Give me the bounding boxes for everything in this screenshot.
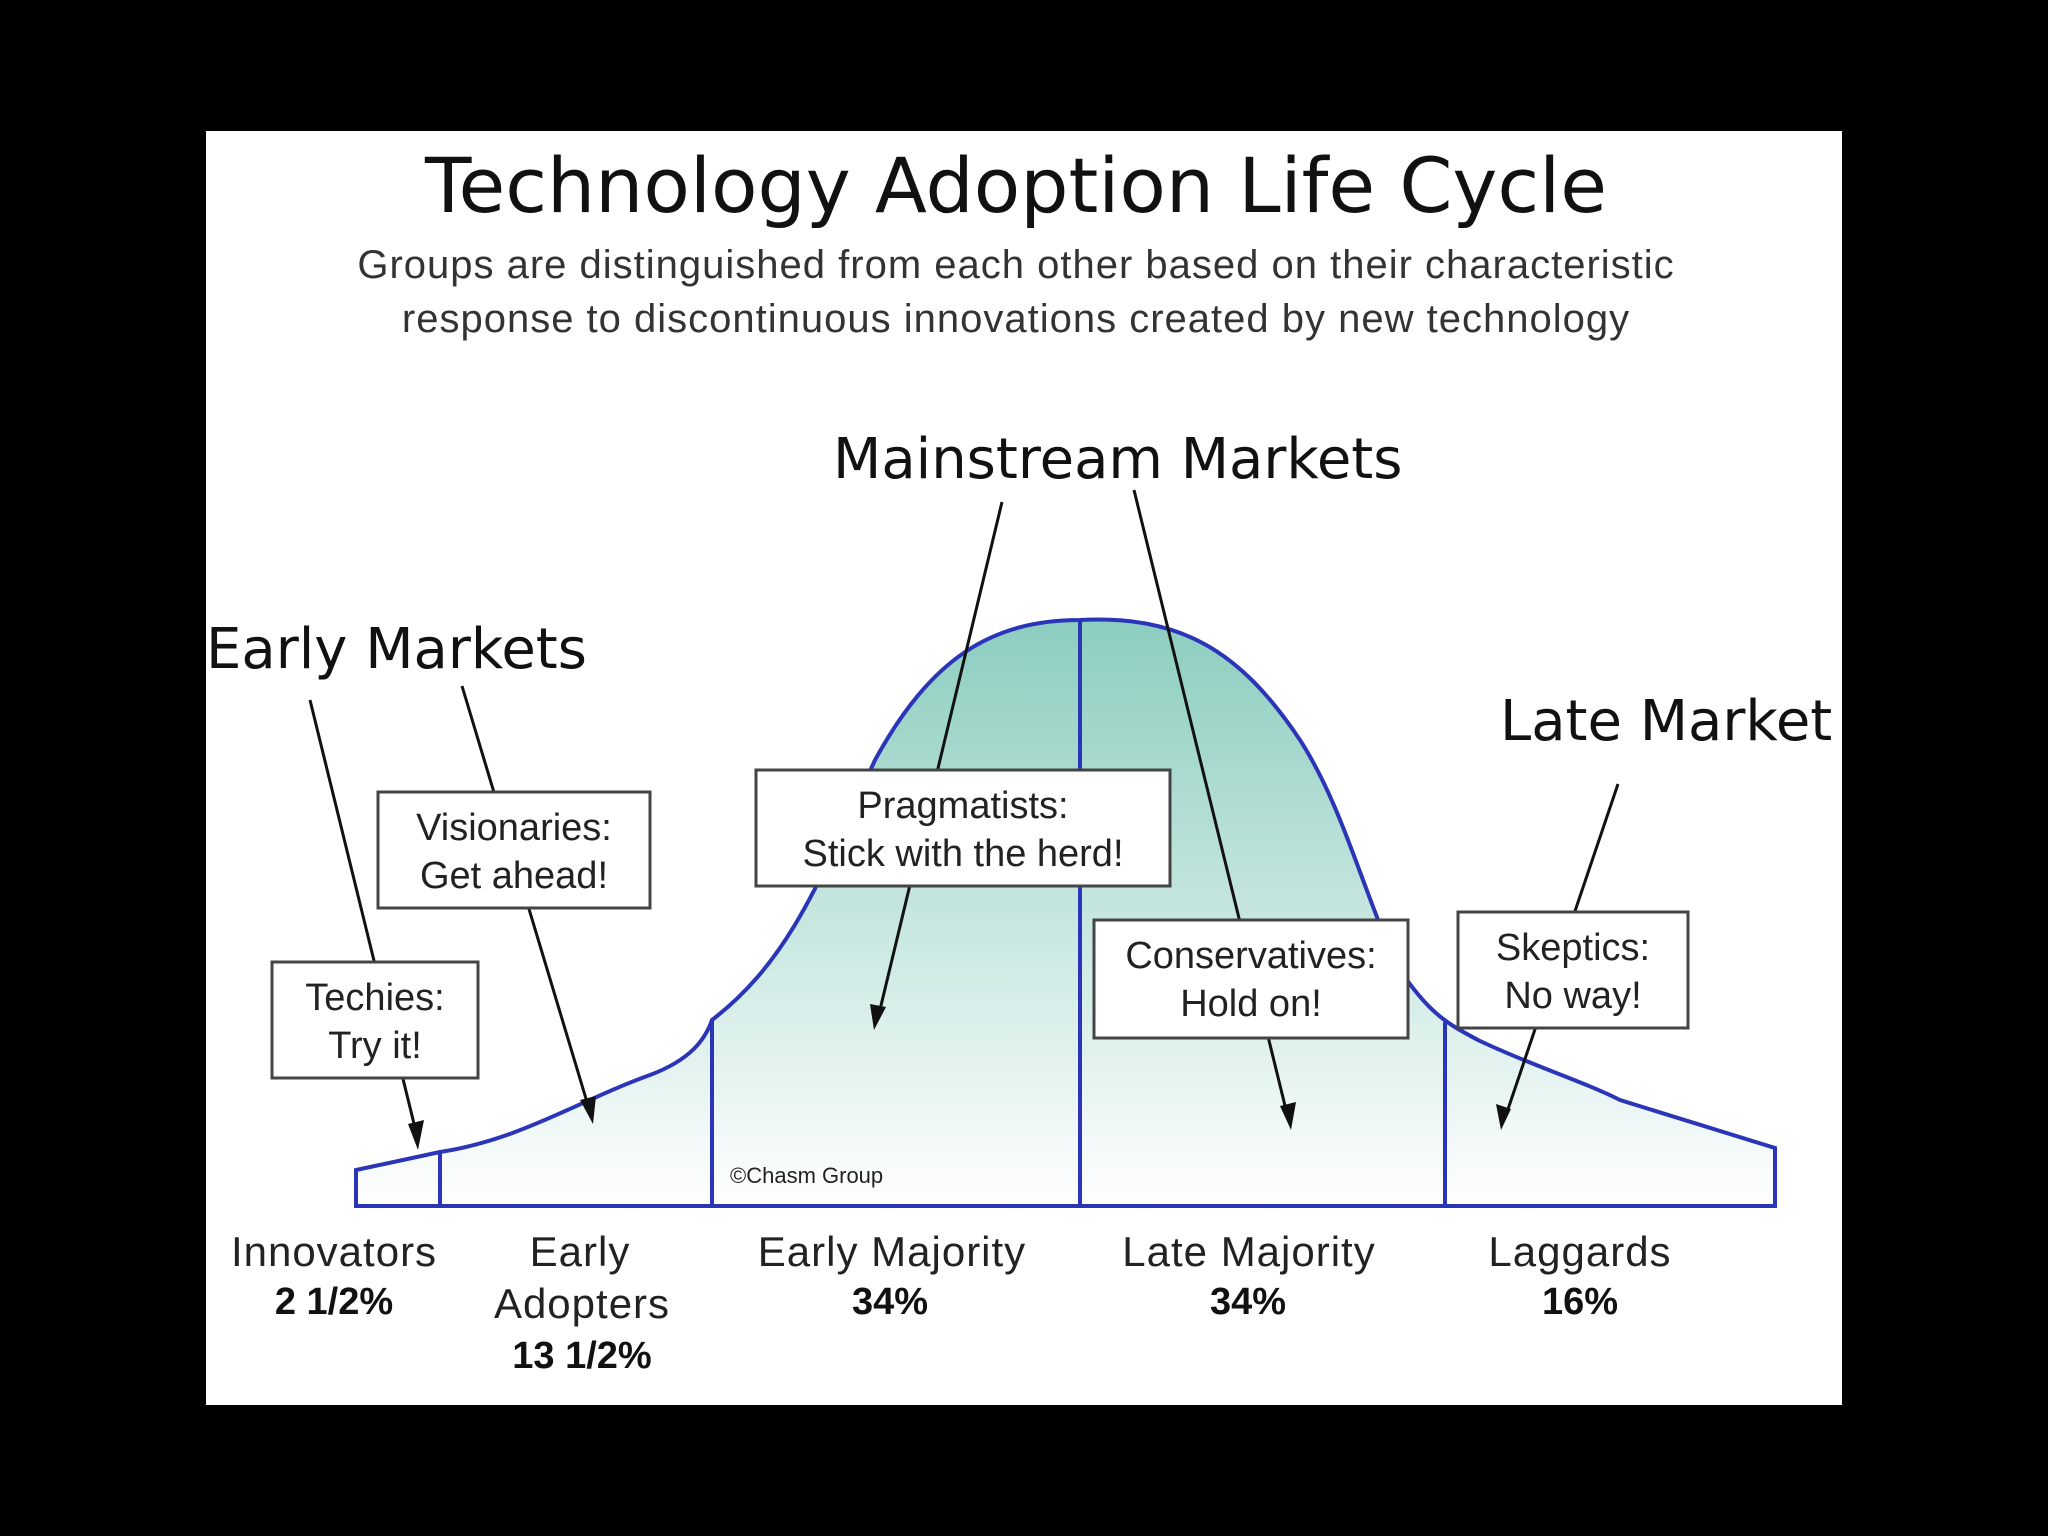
group-name: Late Majority [1122, 1228, 1375, 1275]
group-percent: 16% [1542, 1281, 1618, 1323]
svg-text:Try it!: Try it! [328, 1025, 422, 1067]
group-laggards: Laggards 16% [1488, 1228, 1671, 1323]
group-late-majority: Late Majority 34% [1122, 1228, 1375, 1323]
svg-text:Skeptics:: Skeptics: [1496, 927, 1650, 969]
svg-text:Visionaries:: Visionaries: [416, 807, 612, 849]
group-percent: 34% [1210, 1281, 1286, 1323]
group-percent: 34% [852, 1281, 928, 1323]
svg-text:Get ahead!: Get ahead! [420, 855, 608, 897]
svg-text:No way!: No way! [1504, 975, 1641, 1017]
group-name: Innovators [231, 1228, 437, 1275]
group-name: Laggards [1488, 1228, 1671, 1275]
late-market-label: Late Market [1500, 689, 1832, 754]
page-title: Technology Adoption Life Cycle [424, 141, 1607, 230]
callout-skeptics: Skeptics: No way! [1456, 910, 1690, 1030]
group-name-line-2: Adopters [494, 1280, 670, 1327]
callout-conservatives: Conservatives: Hold on! [1092, 918, 1410, 1040]
group-early-majority: Early Majority 34% [758, 1228, 1026, 1323]
pointer-arrowheads [408, 1004, 1511, 1150]
svg-text:Pragmatists:: Pragmatists: [857, 785, 1068, 827]
callout-techies: Techies: Try it! [270, 960, 480, 1080]
group-name: Early [530, 1228, 631, 1275]
svg-text:Stick with the herd!: Stick with the herd! [802, 833, 1123, 875]
mainstream-markets-label: Mainstream Markets [833, 427, 1402, 492]
svg-text:Techies:: Techies: [305, 977, 444, 1019]
group-percent: 2 1/2% [275, 1281, 393, 1323]
callout-pragmatists: Pragmatists: Stick with the herd! [754, 768, 1172, 888]
subtitle-line-1: Groups are distinguished from each other… [357, 243, 1674, 287]
subtitle-line-2: response to discontinuous innovations cr… [402, 297, 1630, 341]
group-name: Early Majority [758, 1228, 1026, 1275]
group-innovators: Innovators 2 1/2% [231, 1228, 437, 1323]
callout-visionaries: Visionaries: Get ahead! [376, 790, 652, 910]
svg-text:Hold on!: Hold on! [1180, 983, 1322, 1025]
svg-text:Conservatives:: Conservatives: [1125, 935, 1376, 977]
early-markets-label: Early Markets [206, 617, 587, 682]
group-early-adopters: Early Adopters 13 1/2% [494, 1228, 670, 1377]
copyright-label: ©Chasm Group [730, 1163, 883, 1188]
group-percent: 13 1/2% [512, 1335, 651, 1377]
